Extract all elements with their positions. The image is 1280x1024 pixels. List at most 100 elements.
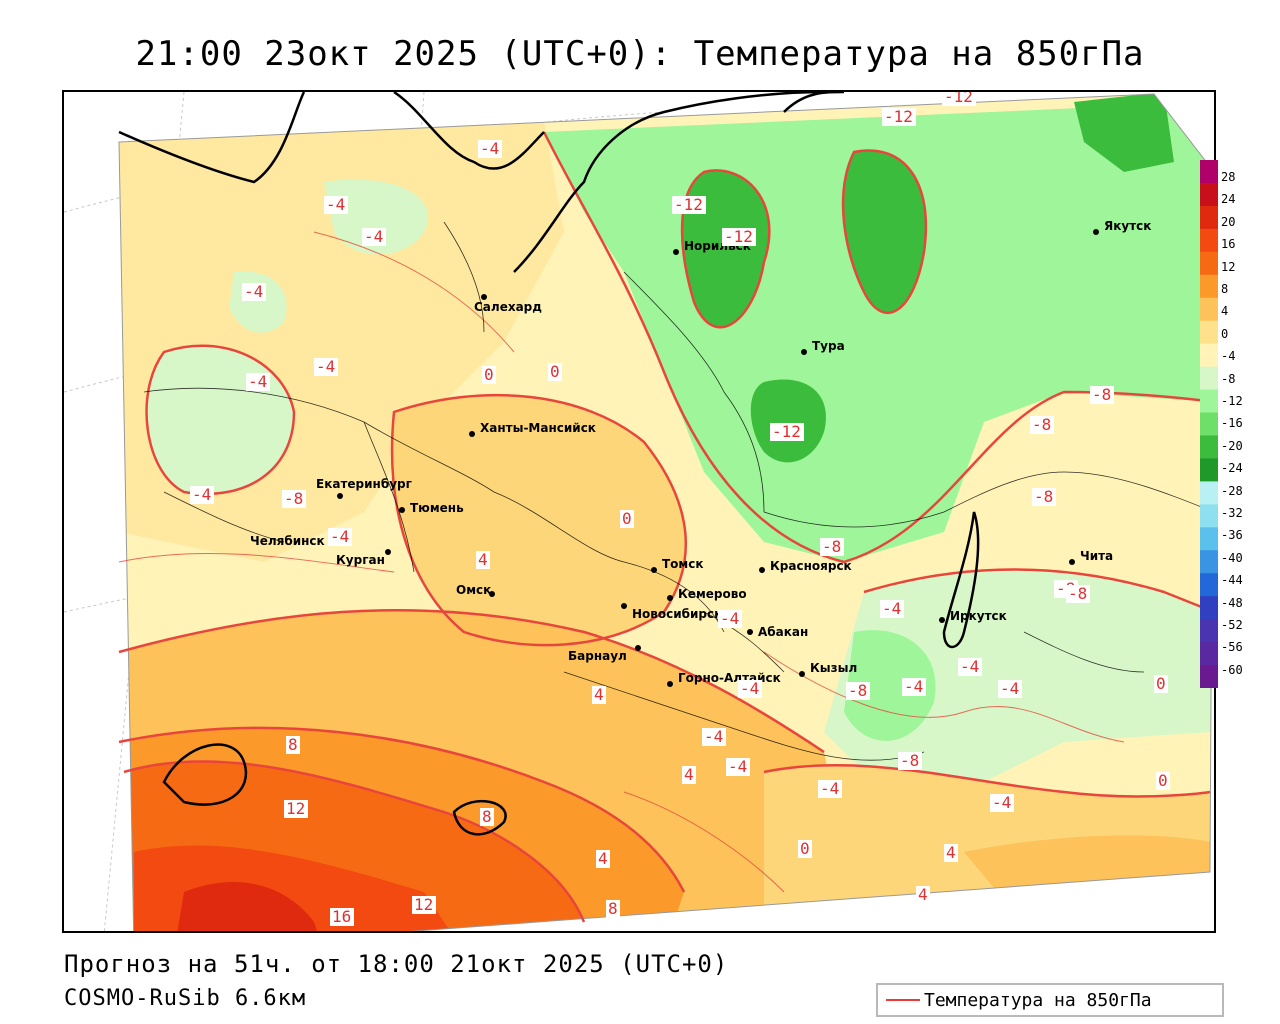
contour-label: 4: [594, 685, 604, 704]
temperature-field: [119, 94, 1214, 931]
colorbar-swatch: [1200, 573, 1218, 597]
colorbar-tick-label: -20: [1221, 438, 1243, 453]
contour-label-bg: [722, 228, 756, 246]
contour-label: -4: [740, 679, 759, 698]
contour-label: -4: [244, 282, 263, 301]
contour-label: -4: [720, 609, 739, 628]
contour-label-bg: [330, 908, 354, 926]
contour-label-bg: [412, 896, 436, 914]
contour-label: 8: [482, 807, 492, 826]
colorbar-tick-label: -56: [1221, 640, 1243, 655]
city-label: Омск: [456, 583, 491, 597]
city-label: Кемерово: [678, 587, 747, 601]
colorbar-swatch: [1200, 251, 1218, 276]
colorbar-swatch: [1200, 205, 1218, 230]
city-marker: [1069, 559, 1075, 565]
contour-label: -4: [330, 527, 349, 546]
colorbar-tick-label: 12: [1221, 259, 1236, 274]
contour-label-bg: [606, 900, 620, 918]
contour-label: -4: [326, 195, 345, 214]
contour-label: -4: [820, 779, 839, 798]
contour-label: -4: [480, 139, 499, 158]
contour-label-bg: [672, 196, 706, 214]
city-marker: [635, 645, 641, 651]
contour-label: 4: [478, 550, 488, 569]
contour-label-bg: [702, 728, 726, 746]
city-marker: [667, 595, 673, 601]
contour-label: -8: [284, 489, 303, 508]
city-marker: [621, 603, 627, 609]
contour-label-bg: [482, 366, 496, 384]
city-label: Курган: [336, 553, 385, 567]
contour-label: 0: [800, 839, 810, 858]
city-label: Кызыл: [810, 661, 857, 675]
contour-label-bg: [770, 423, 804, 441]
colorbar-swatch: [1200, 435, 1218, 459]
colorbar-tick-label: -28: [1221, 483, 1243, 498]
contour-label-bg: [478, 140, 502, 158]
colorbar-tick-label: -16: [1221, 416, 1243, 431]
colorbar-swatch: [1200, 481, 1218, 505]
colorbar-tick-label: -36: [1221, 528, 1243, 543]
contour-label-bg: [682, 766, 696, 784]
colorbar-tick-label: -8: [1221, 371, 1236, 386]
legend-box: Температура на 850гПа: [876, 983, 1224, 1017]
contour-label: 0: [1156, 674, 1166, 693]
contour-label: -4: [1000, 679, 1019, 698]
colorbar-swatch: [1200, 550, 1218, 574]
contour-label-bg: [548, 363, 562, 381]
contour-label: -8: [1034, 487, 1053, 506]
contour-label: -12: [884, 107, 913, 126]
temperature-map: ЯкутскНорильскСалехардТураХанты-Мансийск…: [64, 92, 1214, 931]
contour-label-bg: [942, 92, 976, 106]
city-label: Ханты-Мансийск: [480, 421, 596, 435]
contour-label: -4: [728, 757, 747, 776]
contour-label-bg: [726, 758, 750, 776]
contour-label: 0: [1158, 771, 1168, 790]
contour-label: -4: [882, 599, 901, 618]
colorbar-swatch: [1200, 343, 1218, 368]
contour-label-bg: [998, 680, 1022, 698]
map-area[interactable]: Якутск Норильск Салехард Тура Ханты-Мансийск…: [62, 90, 1216, 933]
city-marker: [399, 507, 405, 513]
colorbar-swatch: [1200, 642, 1218, 666]
contour-label: -4: [904, 677, 923, 696]
contour-label: -4: [992, 793, 1011, 812]
legend-line-swatch: [886, 999, 920, 1001]
contour-label-bg: [362, 228, 386, 246]
contour-label: 0: [622, 509, 632, 528]
colorbar-swatch: [1200, 366, 1218, 391]
contour-label-bg: [958, 658, 982, 676]
contour-label-bg: [314, 358, 338, 376]
contour-label: 8: [288, 735, 298, 754]
city-marker: [667, 681, 673, 687]
contour-label: 12: [414, 895, 433, 914]
colorbar-swatch: [1200, 320, 1218, 345]
city-marker: [939, 617, 945, 623]
contour-label-bg: [738, 680, 762, 698]
colorbar-swatch: [1200, 527, 1218, 551]
contour-label: -4: [248, 372, 267, 391]
contour-label-bg: [324, 196, 348, 214]
city-label: Тюмень: [410, 501, 464, 515]
city-label: Чита: [1080, 549, 1113, 563]
isotherms: [118, 131, 1214, 923]
contour-label-bg: [596, 850, 610, 868]
colorbar-tick-label: -44: [1221, 573, 1243, 588]
colorbar-tick-label: -40: [1221, 550, 1243, 565]
contour-label: -8: [822, 537, 841, 556]
contour-label-bg: [190, 486, 214, 504]
contour-label: -8: [1068, 584, 1087, 603]
city-marker: [489, 591, 495, 597]
colorbar-tick-label: 28: [1221, 170, 1236, 184]
colorbar-swatch: [1200, 182, 1218, 207]
contour-label-bg: [990, 794, 1014, 812]
colorbar-tick-label: -4: [1221, 349, 1236, 364]
city-marker: [385, 549, 391, 555]
colorbar-tick-label: 16: [1221, 237, 1236, 252]
colorbar-swatch: [1200, 458, 1218, 482]
colorbar-tick-label: 24: [1221, 192, 1236, 207]
contour-label: -12: [772, 422, 801, 441]
colorbar-swatch: [1200, 297, 1218, 322]
map-title: 21:00 23окт 2025 (UTC+0): Температура на…: [135, 34, 1145, 74]
